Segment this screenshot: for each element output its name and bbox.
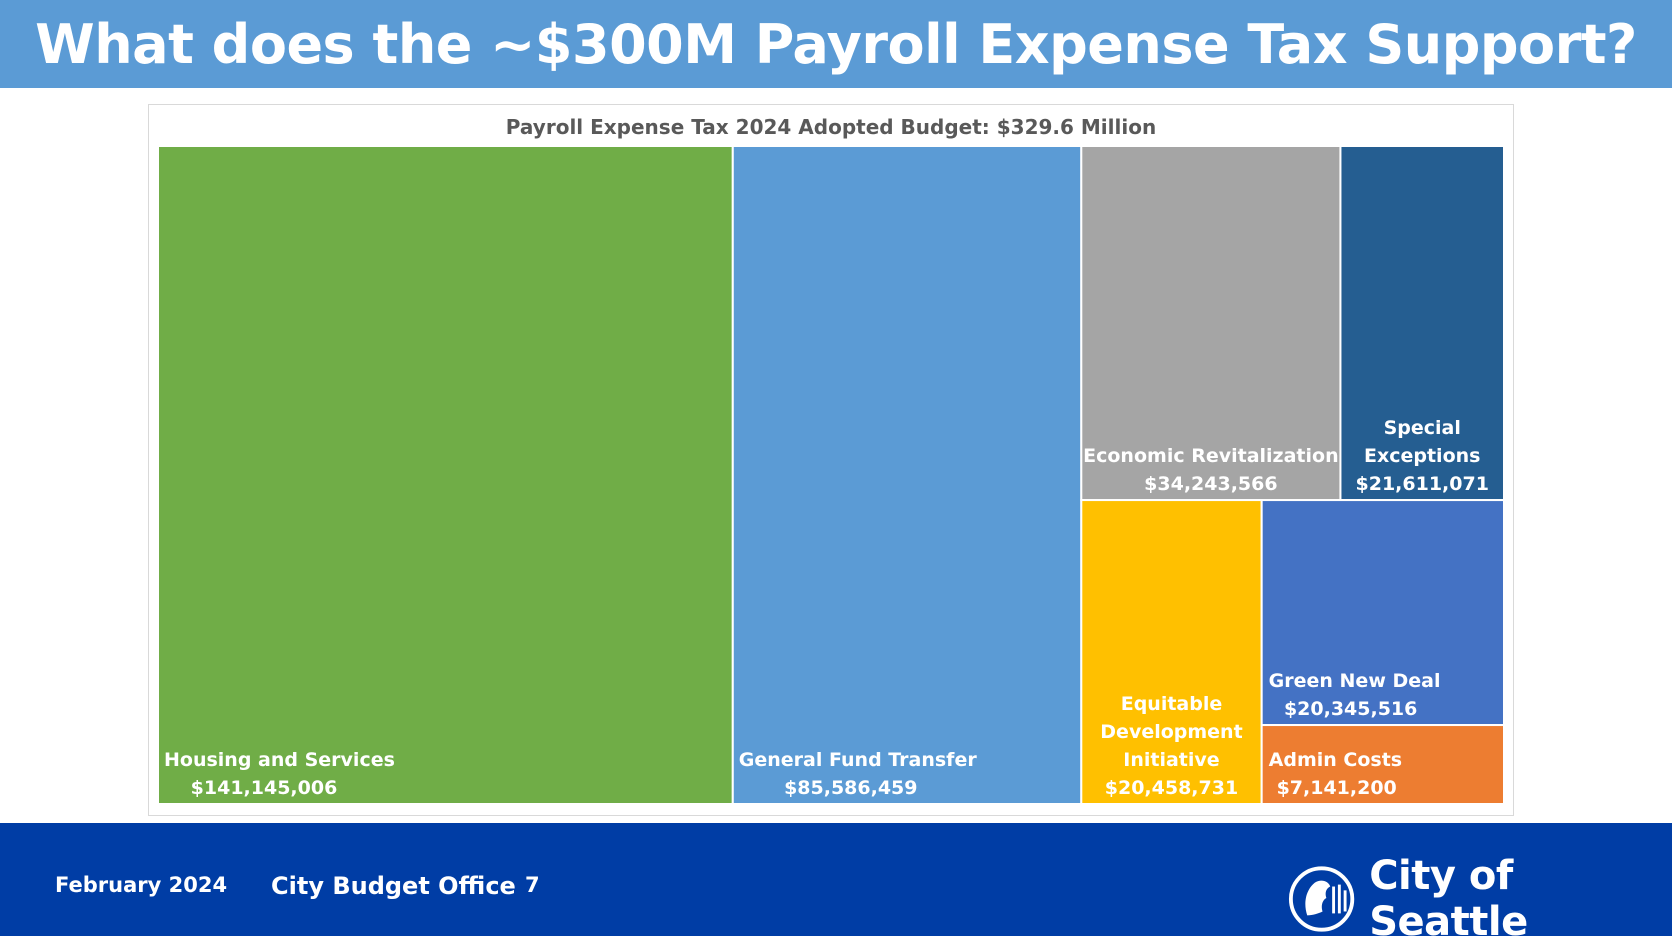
- treemap-tile-green-new-deal: Green New Deal $20,345,516: [1260, 499, 1505, 727]
- slide-edge: [1672, 0, 1680, 936]
- footer-office: City Budget Office: [271, 872, 516, 900]
- treemap-label-admin-costs: Admin Costs: [1269, 749, 1402, 771]
- treemap-value-admin-costs: $7,141,200: [1277, 777, 1397, 799]
- treemap-value-green-new-deal: $20,345,516: [1284, 698, 1417, 720]
- treemap-rect-housing-and-services: [157, 145, 734, 805]
- treemap-tile-special-exceptions: Special Exceptions $21,611,071: [1339, 145, 1506, 502]
- treemap-rect-general-fund-transfer: [731, 145, 1083, 805]
- treemap-value-economic-revitalization: $34,243,566: [1144, 473, 1277, 495]
- treemap-rect-admin-costs: [1260, 724, 1505, 805]
- logo-text: City of Seattle: [1369, 853, 1528, 945]
- treemap-rect-economic-revitalization: [1080, 145, 1342, 502]
- treemap-chart: Housing and Services $141,145,006 General …: [157, 145, 1506, 805]
- treemap-label-special-exceptions: Exceptions: [1364, 445, 1480, 467]
- treemap-tile-housing-and-services: Housing and Services $141,145,006: [157, 145, 734, 805]
- treemap-label-special-exceptions: Special: [1384, 417, 1461, 439]
- treemap-label-economic-revitalization: Economic Revitalization: [1083, 445, 1338, 467]
- page-number: 7: [525, 873, 540, 897]
- treemap-label-green-new-deal: Green New Deal: [1269, 670, 1441, 692]
- treemap-tile-admin-costs: Admin Costs $7,141,200: [1260, 724, 1505, 805]
- footer-date: February 2024: [55, 873, 228, 897]
- chart-title: Payroll Expense Tax 2024 Adopted Budget:…: [505, 115, 1157, 139]
- treemap-label-equitable-development-initiative: Equitable: [1121, 693, 1223, 715]
- treemap-tile-economic-revitalization: Economic Revitalization $34,243,566: [1080, 145, 1342, 502]
- title-bar: What does the ~$300M Payroll Expense Tax…: [0, 0, 1672, 88]
- footer-bar: February 2024 City Budget Office 7 City …: [0, 823, 1672, 945]
- treemap-label-housing-and-services: Housing and Services: [164, 749, 395, 771]
- treemap-value-general-fund-transfer: $85,586,459: [784, 777, 917, 799]
- treemap-rect-special-exceptions: [1339, 145, 1506, 502]
- treemap-rect-equitable-development-initiative: [1080, 499, 1263, 805]
- treemap-value-equitable-development-initiative: $20,458,731: [1105, 777, 1238, 799]
- treemap-tile-equitable-development-initiative: Equitable Development Initiative $20,458,73…: [1080, 499, 1263, 805]
- city-logo: City of Seattle: [1288, 853, 1672, 945]
- treemap-value-housing-and-services: $141,145,006: [191, 777, 338, 799]
- treemap-label-general-fund-transfer: General Fund Transfer: [739, 749, 978, 771]
- treemap-tile-general-fund-transfer: General Fund Transfer $85,586,459: [731, 145, 1083, 805]
- treemap-label-equitable-development-initiative: Initiative: [1123, 749, 1219, 771]
- city-seal-icon: [1288, 866, 1355, 932]
- slide-title: What does the ~$300M Payroll Expense Tax…: [35, 12, 1637, 76]
- treemap-label-equitable-development-initiative: Development: [1100, 721, 1242, 743]
- treemap-value-special-exceptions: $21,611,071: [1356, 473, 1489, 495]
